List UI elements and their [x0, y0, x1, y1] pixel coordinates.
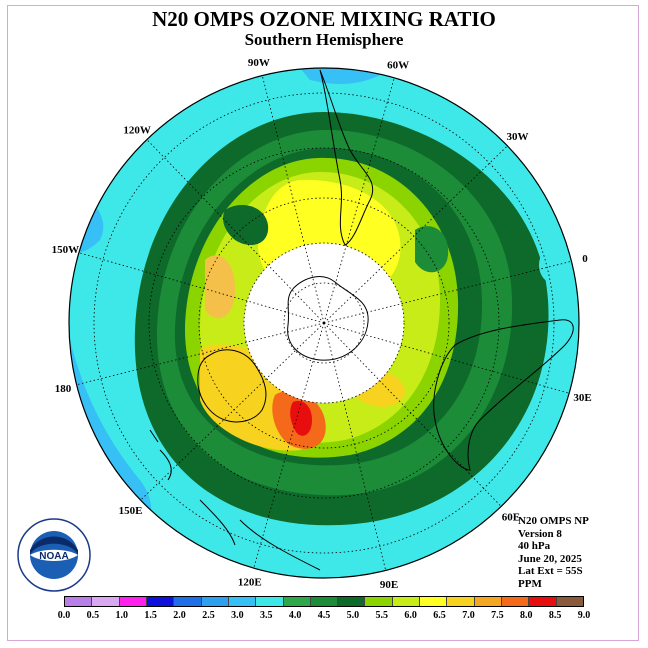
- colorbar-tick-label: 8.0: [519, 610, 533, 621]
- meridian-line: [146, 139, 325, 324]
- info-units: PPM: [518, 577, 542, 590]
- longitude-label: 0: [582, 253, 588, 265]
- info-lat-extent: Lat Ext = 55S: [518, 565, 583, 577]
- colorbar-tick-label: 0.0: [57, 610, 71, 621]
- colorbar-swatch: [556, 597, 583, 606]
- colorbar-tick-label: 7.5: [491, 610, 504, 621]
- colorbar-swatch: [119, 597, 147, 606]
- longitude-label: 90W: [248, 57, 270, 69]
- info-pressure: 40 hPa: [518, 540, 551, 552]
- colorbar-swatch: [65, 597, 93, 606]
- colorbar-tick-label: 2.0: [173, 610, 186, 621]
- colorbar: [64, 596, 584, 607]
- colorbar-swatch: [201, 597, 229, 606]
- colorbar-tick-label: 5.5: [375, 610, 389, 621]
- colorbar-swatch: [310, 597, 339, 606]
- figure-frame: [7, 5, 639, 641]
- colorbar-tick-label: 6.0: [404, 610, 417, 621]
- colorbar-tick-label: 8.5: [548, 610, 562, 621]
- colorbar-tick-label: 4.5: [317, 610, 331, 621]
- coast-antarctica: [287, 276, 369, 361]
- colorbar-swatch: [228, 597, 257, 606]
- meridians: [76, 75, 572, 571]
- meridian-line: [323, 77, 395, 324]
- colorbar-swatch: [529, 597, 557, 606]
- colorbar-swatch: [474, 597, 502, 606]
- field-red-max: [290, 400, 312, 436]
- colorbar-swatch: [392, 597, 421, 606]
- info-date: June 20, 2025: [518, 552, 582, 565]
- longitude-label: 150E: [119, 505, 143, 517]
- coast-new-zealand: [149, 429, 172, 481]
- longitude-label: 30E: [573, 392, 591, 404]
- colorbar-tick-label: 4.0: [288, 610, 302, 621]
- field-cyan-blob-east: [539, 247, 567, 283]
- colorbar-swatch: [174, 597, 202, 606]
- info-version: Version 8: [518, 527, 562, 540]
- colorbar-tick-label: 1.5: [144, 610, 157, 621]
- coast-south-america: [319, 69, 374, 246]
- colorbar-swatch: [447, 597, 475, 606]
- meridian-line: [323, 322, 502, 507]
- logo-wave-icon: [30, 549, 78, 561]
- colorbar-swatch: [146, 597, 175, 606]
- longitude-label: 180: [55, 383, 72, 395]
- meridian-line: [323, 260, 572, 324]
- field-green-patch-east: [415, 226, 449, 273]
- longitude-label: 60W: [387, 59, 409, 71]
- colorbar-swatch: [420, 597, 448, 606]
- info-block: N20 OMPS NP Version 8 40 hPa June 20, 20…: [518, 515, 589, 590]
- lat-circle-3: [198, 197, 450, 449]
- lat-circle-2: [243, 242, 405, 404]
- colorbar-tick-label: 0.5: [86, 610, 100, 621]
- colorbar-swatch: [365, 597, 393, 606]
- meridian-line: [323, 322, 387, 571]
- longitude-label: 150W: [52, 244, 80, 256]
- coast-africa: [433, 319, 574, 471]
- colorbar-tick-label: 9.0: [577, 610, 591, 621]
- meridian-line: [323, 145, 508, 324]
- lat-circle-4: [148, 147, 500, 499]
- longitude-label: 120W: [123, 124, 151, 136]
- latitude-circles: [93, 92, 555, 554]
- meridian-line: [323, 322, 570, 394]
- map-title: N20 OMPS OZONE MIXING RATIO: [152, 7, 496, 31]
- longitude-label: 30W: [507, 131, 529, 143]
- meridian-line: [261, 75, 325, 324]
- colorbar-tick-label: 3.5: [259, 610, 273, 621]
- meridian-line: [78, 252, 325, 324]
- colorbar-swatch: [502, 597, 530, 606]
- colorbar-tick-label: 2.5: [202, 610, 215, 621]
- longitude-label: 60E: [502, 512, 520, 524]
- colorbar-swatch: [92, 597, 120, 606]
- meridian-line: [140, 322, 325, 501]
- logo-text: NOAA: [39, 551, 68, 562]
- coastlines: [149, 69, 574, 571]
- colorbar-swatch: [283, 597, 311, 606]
- meridian-line: [76, 322, 325, 386]
- field-orange-west: [205, 255, 235, 319]
- colorbar-tick-label: 1.0: [115, 610, 129, 621]
- field-dark-green-pocket: [223, 205, 269, 245]
- colorbar-swatch: [338, 597, 366, 606]
- meridian-line: [253, 322, 325, 569]
- noaa-logo: NOAA: [17, 518, 91, 592]
- longitude-label: 120E: [238, 577, 262, 589]
- map-subtitle: Southern Hemisphere: [244, 30, 404, 49]
- longitude-labels: 90W 60W 30W 0 30E 60E 90E 120E 150E 180 150W 120W: [52, 57, 592, 591]
- colorbar-tick-label: 7.0: [462, 610, 475, 621]
- map-border: [68, 67, 580, 579]
- coast-asia: [199, 499, 321, 571]
- colorbar-tick-label: 5.0: [346, 610, 360, 621]
- lat-circle-5: [93, 92, 555, 554]
- colorbar-tick-label: 3.0: [231, 610, 244, 621]
- colorbar-labels: 0.0 0.5 1.0 1.5 2.0 2.5 3.0 3.5 4.0 4.5 5.0 5.5 6.0 6…: [0, 610, 648, 624]
- logo-bird-icon: [30, 536, 78, 555]
- info-product: N20 OMPS NP: [518, 515, 589, 527]
- longitude-label: 90E: [380, 579, 398, 591]
- lat-circle-1: [283, 282, 365, 364]
- colorbar-swatch: [256, 597, 284, 606]
- colorbar-tick-label: 6.5: [433, 610, 446, 621]
